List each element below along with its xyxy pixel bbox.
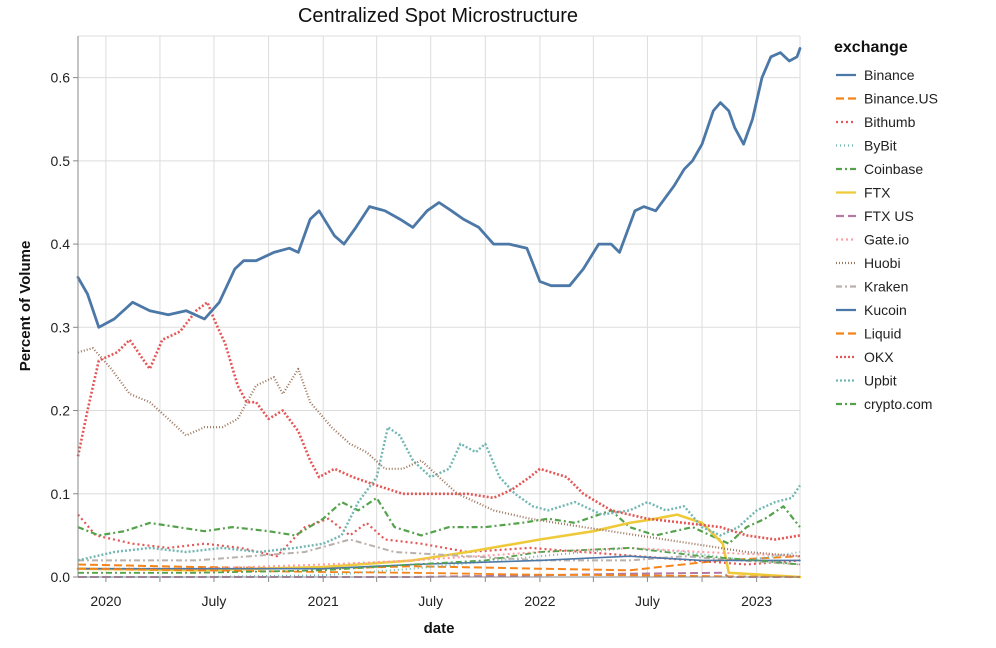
x-tick-label: 2021: [308, 593, 339, 609]
y-axis-title: Percent of Volume: [17, 241, 34, 372]
legend-label: Gate.io: [864, 232, 909, 248]
legend-item: Kucoin: [836, 302, 907, 318]
chart-title: Centralized Spot Microstructure: [298, 5, 578, 27]
y-tick-label: 0.2: [51, 403, 71, 419]
y-tick-label: 0.0: [51, 569, 71, 585]
x-axis-title: date: [424, 620, 455, 637]
series-line-huobi: [77, 347, 801, 558]
series-layer: [76, 47, 802, 579]
series-line-binance: [76, 47, 802, 329]
legend-label: Upbit: [864, 373, 897, 389]
y-tick-label: 0.5: [51, 153, 71, 169]
legend-label: Binance: [864, 67, 915, 83]
legend-item: FTX US: [836, 208, 914, 224]
legend-label: Bithumb: [864, 114, 916, 130]
legend-label: Liquid: [864, 326, 901, 342]
grid: [78, 35, 801, 578]
legend-item: Upbit: [836, 373, 897, 389]
x-tick-label: 2023: [741, 593, 772, 609]
legend-label: crypto.com: [864, 396, 932, 412]
legend-label: Kraken: [864, 279, 908, 295]
legend-label: Kucoin: [864, 302, 907, 318]
legend-label: Huobi: [864, 255, 901, 271]
legend-item: crypto.com: [836, 396, 932, 412]
x-tick-label: 2020: [90, 593, 121, 609]
y-axis-ticks: 0.0 0.1 0.2 0.3 0.4 0.5 0.6: [51, 70, 78, 585]
legend-item: Bithumb: [836, 114, 916, 130]
series-line-kraken: [78, 538, 801, 566]
legend-label: FTX US: [864, 208, 914, 224]
series-line-upbit: [77, 426, 801, 562]
legend-item: Gate.io: [836, 232, 909, 248]
x-axis-ticks: 2020 July 2021 July 2022 July 2023: [90, 577, 772, 609]
x-tick-label: 2022: [524, 593, 555, 609]
series-line-okx: [76, 301, 801, 541]
legend-label: Coinbase: [864, 161, 923, 177]
y-tick-label: 0.4: [51, 236, 71, 252]
x-tick-label: July: [202, 593, 227, 609]
legend-item: ByBit: [836, 138, 897, 154]
legend-label: FTX: [864, 185, 891, 201]
legend: exchange Binance Binance.US Bithumb ByBit Co…: [834, 39, 938, 412]
legend-item: Coinbase: [836, 161, 923, 177]
legend-item: FTX: [836, 185, 891, 201]
legend-item: Liquid: [836, 326, 901, 342]
legend-label: Binance.US: [864, 91, 938, 107]
legend-label: OKX: [864, 349, 894, 365]
legend-label: ByBit: [864, 138, 897, 154]
legend-item: Binance.US: [836, 91, 938, 107]
x-tick-label: July: [418, 593, 443, 609]
x-tick-label: July: [635, 593, 660, 609]
y-tick-label: 0.3: [51, 319, 71, 335]
series-line-kucoin: [77, 555, 801, 570]
legend-item: OKX: [836, 349, 894, 365]
legend-item: Kraken: [836, 279, 908, 295]
series-line-coinbase: [77, 496, 801, 545]
series-line-crypto-com: [78, 547, 801, 574]
legend-title: exchange: [834, 39, 908, 56]
series-line-ftx: [76, 513, 802, 579]
legend-item: Huobi: [836, 255, 901, 271]
legend-item: Binance: [836, 67, 915, 83]
y-tick-label: 0.1: [51, 486, 71, 502]
y-tick-label: 0.6: [51, 70, 71, 86]
